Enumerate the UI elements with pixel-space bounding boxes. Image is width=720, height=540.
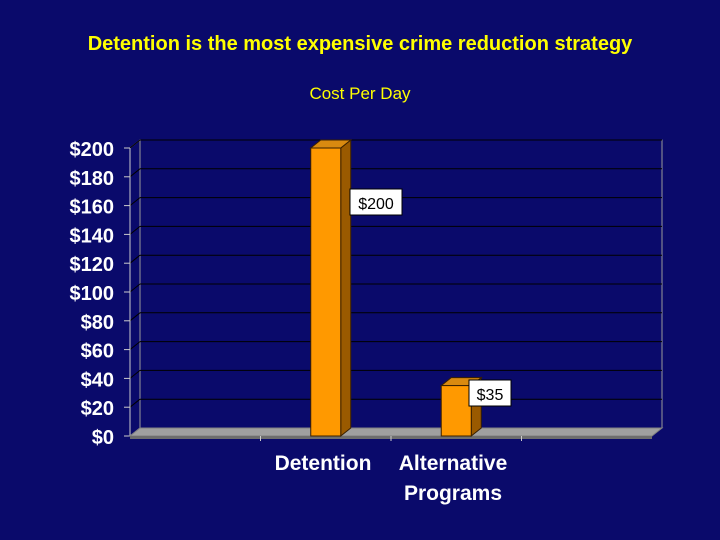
gridline-side <box>129 254 141 264</box>
gridline-side <box>129 168 141 178</box>
gridline-side <box>129 197 141 206</box>
bar <box>310 147 342 437</box>
bar <box>440 385 472 437</box>
x-category-label: Detention <box>275 452 372 475</box>
y-tick-label: $200 <box>70 139 115 161</box>
bar-side <box>340 138 352 438</box>
gridline-side <box>129 341 141 350</box>
y-tick-label: $100 <box>70 283 115 305</box>
slide-title: Detention is the most expensive crime re… <box>87 33 633 55</box>
y-tick-label: $180 <box>70 168 115 190</box>
y-tick-label: $140 <box>70 225 115 247</box>
gridline-side <box>129 312 141 322</box>
y-tick-label: $120 <box>70 254 115 276</box>
gridline-side <box>129 398 141 408</box>
y-tick-label: $40 <box>81 369 114 391</box>
data-label-box <box>349 188 403 216</box>
x-category-label: Alternative <box>399 452 508 475</box>
gridline-side <box>129 283 141 293</box>
gridline-side <box>129 370 141 379</box>
x-category-label: Programs <box>404 482 502 505</box>
y-tick-label: $80 <box>81 312 114 334</box>
y-tick-label: $0 <box>92 427 114 449</box>
data-label-box <box>468 379 512 407</box>
data-label: $200 <box>358 196 394 213</box>
gridline-side <box>129 139 141 149</box>
y-tick-label: $20 <box>81 398 114 420</box>
data-label: $35 <box>477 387 504 404</box>
gridline-side <box>129 226 141 235</box>
y-tick-label: $160 <box>70 197 115 219</box>
y-tick-label: $60 <box>81 341 114 363</box>
plot-floor <box>128 427 664 437</box>
chart-title: Cost Per Day <box>309 84 411 103</box>
